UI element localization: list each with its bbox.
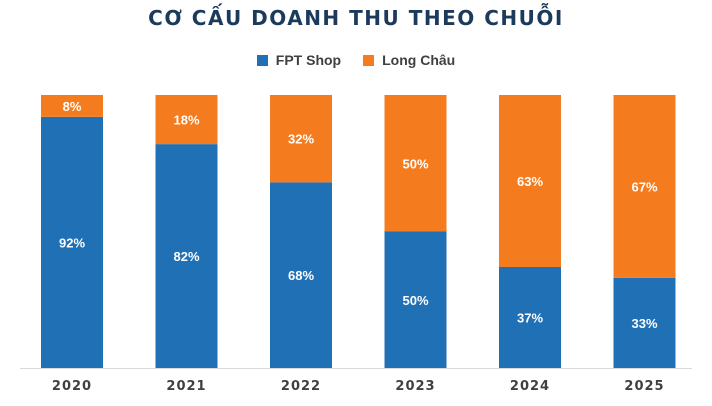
bar-long-ch-u-2025 — [613, 95, 676, 278]
bar-fpt-shop-2022 — [270, 182, 332, 368]
x-tick-label-2023: 2023 — [395, 379, 435, 394]
x-tick-label-2021: 2021 — [166, 379, 206, 394]
chart-title: CƠ CẤU DOANH THU THEO CHUỖI — [148, 6, 564, 30]
bar-long-ch-u-2022 — [270, 95, 332, 183]
bar-fpt-shop-2021 — [155, 144, 218, 368]
bar-fpt-shop-2023 — [384, 231, 447, 368]
data-label-long-ch-u-2021: 18% — [173, 113, 199, 128]
bar-long-ch-u-2024 — [499, 95, 561, 267]
bar-long-ch-u-2023 — [384, 95, 447, 232]
bar-fpt-shop-2024 — [499, 266, 561, 368]
x-tick-label-2024: 2024 — [510, 379, 550, 394]
data-label-fpt-shop-2023: 50% — [402, 293, 428, 308]
bar-long-ch-u-2020 — [41, 95, 103, 117]
data-label-fpt-shop-2020: 92% — [59, 235, 85, 250]
data-label-long-ch-u-2025: 67% — [631, 179, 657, 194]
legend-item-long-chau: Long Châu — [363, 52, 455, 68]
bar-fpt-shop-2020 — [41, 116, 103, 368]
x-tick-label-2025: 2025 — [624, 379, 664, 394]
data-label-fpt-shop-2022: 68% — [288, 268, 314, 283]
legend-label-long-chau: Long Châu — [382, 52, 456, 68]
legend-label-fpt-shop: FPT Shop — [275, 52, 342, 68]
data-label-long-ch-u-2022: 32% — [288, 132, 314, 147]
data-label-long-ch-u-2024: 63% — [517, 174, 543, 189]
data-label-long-ch-u-2023: 50% — [402, 156, 428, 171]
data-label-fpt-shop-2021: 82% — [173, 249, 199, 264]
bar-fpt-shop-2025 — [613, 277, 676, 368]
x-tick-label-2022: 2022 — [281, 379, 321, 394]
x-tick-label-2020: 2020 — [52, 379, 92, 394]
chart-legend: FPT Shop Long Châu — [0, 52, 712, 68]
legend-item-fpt-shop: FPT Shop — [256, 52, 342, 68]
legend-swatch-fpt-shop — [256, 54, 268, 66]
data-label-fpt-shop-2024: 37% — [517, 310, 543, 325]
legend-swatch-long-chau — [363, 54, 375, 66]
data-label-fpt-shop-2025: 33% — [631, 316, 657, 331]
bar-long-ch-u-2021 — [155, 95, 218, 145]
data-label-long-ch-u-2020: 8% — [63, 99, 82, 114]
